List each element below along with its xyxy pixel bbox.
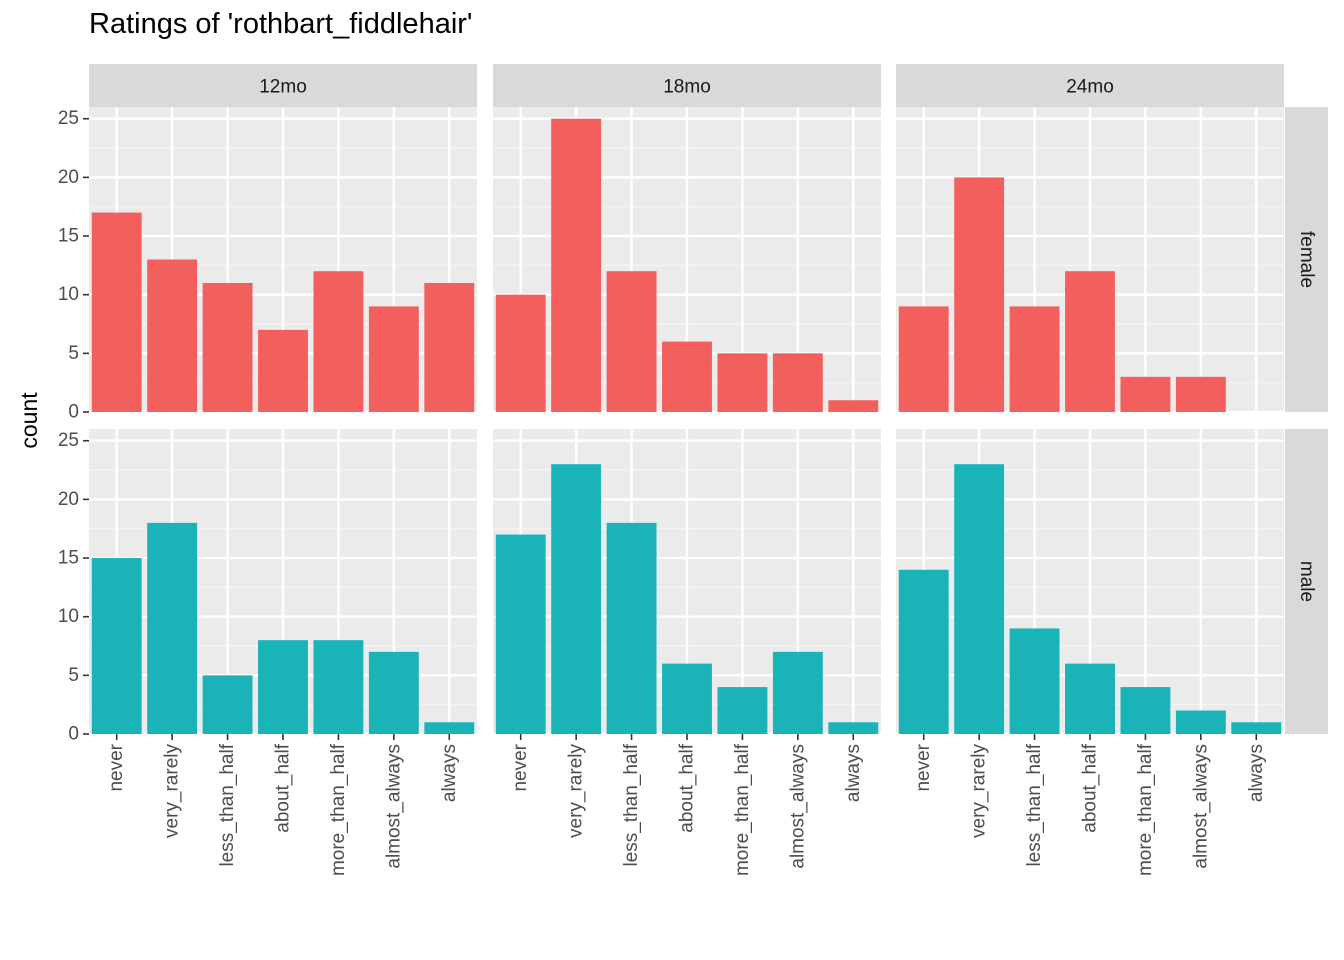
x-tick-label: never bbox=[510, 743, 531, 791]
x-tick-label: more_than_half bbox=[328, 743, 349, 876]
y-tick-label: 20 bbox=[58, 167, 79, 188]
bar-male-24mo-never bbox=[898, 569, 949, 734]
bar-male-24mo-almost_always bbox=[1175, 710, 1226, 734]
bar-male-18mo-very_rarely bbox=[551, 464, 602, 734]
bar-female-12mo-about_half bbox=[258, 329, 308, 412]
facet-strip-12mo bbox=[89, 64, 477, 107]
facet-strip-24mo bbox=[896, 64, 1284, 107]
bar-male-18mo-less_than_half bbox=[606, 522, 657, 734]
bar-male-12mo-very_rarely bbox=[147, 522, 198, 734]
bar-male-24mo-about_half bbox=[1065, 663, 1115, 734]
bar-female-18mo-always bbox=[828, 400, 879, 412]
bar-male-12mo-about_half bbox=[258, 640, 308, 734]
bar-female-18mo-never bbox=[495, 294, 546, 412]
bar-male-24mo-less_than_half bbox=[1009, 628, 1060, 734]
bar-female-24mo-very_rarely bbox=[954, 177, 1005, 412]
bar-female-18mo-very_rarely bbox=[551, 118, 602, 412]
x-tick-label: always bbox=[843, 744, 864, 802]
x-tick-label: never bbox=[913, 743, 934, 791]
bar-female-12mo-always bbox=[424, 282, 475, 412]
bar-male-18mo-almost_always bbox=[772, 651, 823, 734]
x-tick-label: very_rarely bbox=[162, 744, 183, 838]
bar-female-18mo-about_half bbox=[662, 341, 712, 412]
bar-male-12mo-more_than_half bbox=[313, 640, 364, 734]
y-tick-label: 5 bbox=[68, 665, 79, 686]
bar-female-24mo-never bbox=[898, 306, 949, 412]
bar-male-24mo-very_rarely bbox=[954, 464, 1005, 734]
bar-female-18mo-almost_always bbox=[772, 353, 823, 412]
chart-title: Ratings of 'rothbart_fiddlehair' bbox=[89, 8, 473, 40]
bar-female-12mo-more_than_half bbox=[313, 271, 364, 412]
x-tick-label: more_than_half bbox=[1135, 743, 1156, 876]
y-tick-label: 10 bbox=[58, 284, 79, 305]
bar-female-24mo-almost_always bbox=[1175, 376, 1226, 412]
facet-strip-female bbox=[1285, 107, 1328, 412]
facet-strip-label: male bbox=[1296, 561, 1317, 602]
bar-male-18mo-never bbox=[495, 534, 546, 734]
facet-strip-label: female bbox=[1296, 231, 1317, 288]
bar-male-12mo-never bbox=[91, 558, 142, 734]
y-tick-label: 15 bbox=[58, 226, 79, 247]
bar-female-24mo-less_than_half bbox=[1009, 306, 1060, 412]
y-axis-title: count bbox=[16, 392, 42, 449]
x-tick-label: very_rarely bbox=[566, 744, 587, 838]
bar-male-18mo-always bbox=[828, 722, 879, 734]
facet-strip-male bbox=[1285, 429, 1328, 734]
x-tick-label: almost_always bbox=[1190, 744, 1211, 869]
bar-male-12mo-always bbox=[424, 722, 475, 734]
bar-male-24mo-always bbox=[1231, 722, 1282, 734]
x-tick-label: almost_always bbox=[383, 744, 404, 869]
bar-female-12mo-less_than_half bbox=[202, 282, 253, 412]
bar-female-24mo-more_than_half bbox=[1120, 376, 1171, 412]
y-tick-label: 0 bbox=[68, 724, 79, 745]
bar-female-12mo-never bbox=[91, 212, 142, 412]
x-tick-label: about_half bbox=[273, 743, 294, 832]
facet-strip-label: 24mo bbox=[1066, 77, 1114, 98]
x-tick-label: less_than_half bbox=[621, 743, 642, 866]
x-tick-label: less_than_half bbox=[217, 743, 238, 866]
y-tick-label: 25 bbox=[58, 108, 79, 129]
x-tick-label: very_rarely bbox=[969, 744, 990, 838]
bar-male-24mo-more_than_half bbox=[1120, 687, 1171, 734]
x-tick-label: almost_always bbox=[787, 744, 808, 869]
y-tick-label: 0 bbox=[68, 402, 79, 423]
facet-strip-18mo bbox=[493, 64, 881, 107]
facet-strip-label: 18mo bbox=[663, 77, 711, 98]
bar-female-12mo-almost_always bbox=[368, 306, 419, 412]
x-tick-label: always bbox=[439, 744, 460, 802]
x-tick-label: always bbox=[1246, 744, 1267, 802]
bar-female-12mo-very_rarely bbox=[147, 259, 198, 412]
x-tick-label: about_half bbox=[1080, 743, 1101, 832]
x-tick-label: never bbox=[106, 743, 127, 791]
x-tick-label: more_than_half bbox=[732, 743, 753, 876]
bar-female-18mo-more_than_half bbox=[717, 353, 768, 412]
y-tick-label: 25 bbox=[58, 430, 79, 451]
bar-male-18mo-about_half bbox=[662, 663, 712, 734]
bar-female-24mo-about_half bbox=[1065, 271, 1115, 412]
bar-male-18mo-more_than_half bbox=[717, 687, 768, 734]
y-tick-label: 20 bbox=[58, 489, 79, 510]
bar-female-18mo-less_than_half bbox=[606, 271, 657, 412]
bar-male-12mo-almost_always bbox=[368, 651, 419, 734]
bar-male-12mo-less_than_half bbox=[202, 675, 253, 734]
y-tick-label: 10 bbox=[58, 606, 79, 627]
x-tick-label: about_half bbox=[677, 743, 698, 832]
x-tick-label: less_than_half bbox=[1024, 743, 1045, 866]
facet-strip-label: 12mo bbox=[259, 77, 307, 98]
y-tick-label: 15 bbox=[58, 548, 79, 569]
y-tick-label: 5 bbox=[68, 343, 79, 364]
